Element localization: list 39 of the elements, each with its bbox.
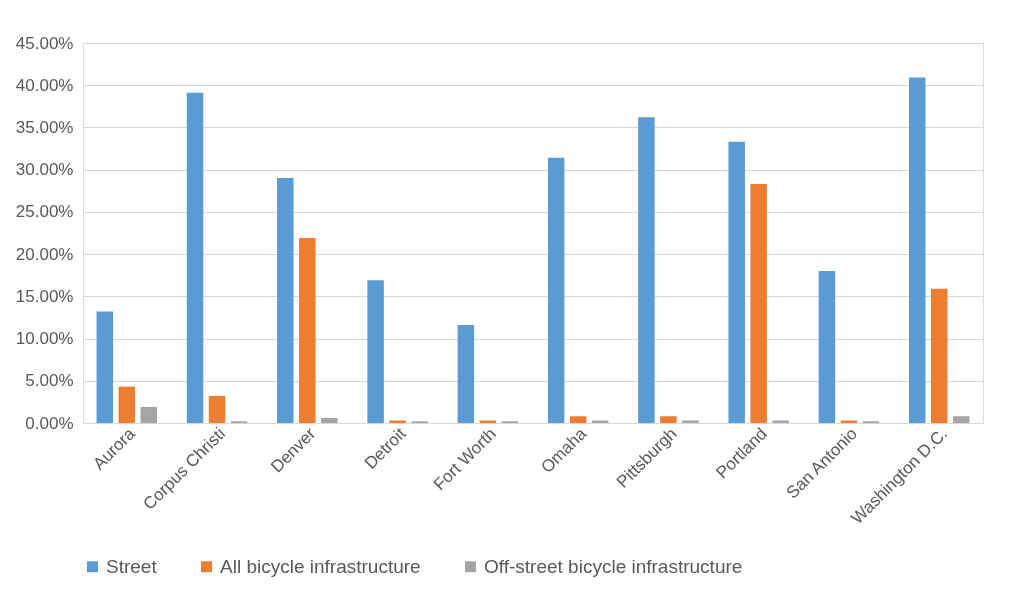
- bar: [457, 325, 475, 423]
- legend-label: Street: [106, 555, 158, 577]
- bar: [569, 416, 587, 423]
- y-tick-label: 5.00%: [25, 371, 74, 391]
- legend-label: All bicycle infrastructure: [220, 555, 421, 577]
- bar: [591, 420, 609, 423]
- bar: [140, 406, 158, 423]
- bar: [389, 420, 406, 423]
- bar: [908, 77, 926, 423]
- bar: [547, 157, 565, 423]
- bar: [750, 184, 767, 423]
- y-tick-label: 40.00%: [15, 75, 74, 95]
- bar: [299, 238, 316, 423]
- bar: [952, 416, 970, 423]
- legend-label: Off-street bicycle infrastructure: [484, 555, 743, 577]
- bar: [118, 386, 136, 423]
- bar: [682, 420, 699, 423]
- y-tick-label: 30.00%: [15, 160, 74, 180]
- y-tick-label: 25.00%: [15, 202, 74, 222]
- bar: [208, 395, 226, 423]
- bar: [186, 92, 204, 423]
- y-tick-label: 45.00%: [15, 33, 74, 53]
- bar: [321, 417, 338, 423]
- bar: [96, 311, 114, 423]
- bar: [367, 280, 384, 423]
- bar: [818, 271, 836, 423]
- y-tick-label: 15.00%: [15, 286, 74, 306]
- y-tick-label: 0.00%: [25, 413, 74, 433]
- bar: [638, 117, 655, 423]
- y-tick-label: 20.00%: [15, 244, 74, 264]
- bar: [728, 141, 745, 423]
- bar: [479, 420, 497, 423]
- bar: [840, 420, 858, 423]
- bar: [772, 420, 789, 423]
- y-tick-label: 10.00%: [15, 329, 74, 349]
- bar: [930, 288, 948, 423]
- bar: [277, 178, 294, 423]
- y-tick-label: 35.00%: [15, 117, 74, 137]
- bar: [660, 416, 677, 423]
